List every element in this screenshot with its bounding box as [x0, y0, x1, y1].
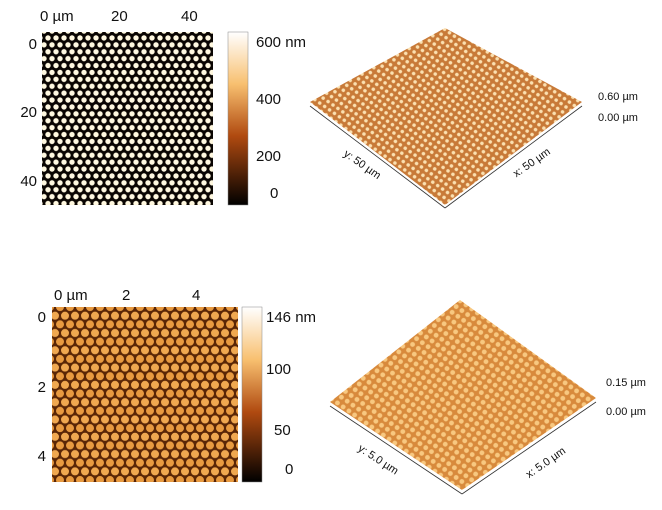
x-tick-label: 0 µm — [54, 287, 88, 304]
colorbar-label: 100 — [266, 361, 291, 378]
axis-line — [461, 401, 597, 495]
x-tick-label: 2 — [122, 287, 130, 304]
colorbar-label: 400 — [256, 91, 281, 108]
x-tick-label: 40 — [181, 8, 198, 25]
axis-line — [309, 105, 446, 209]
colorbar-label: 200 — [256, 148, 281, 165]
x-tick-label: 20 — [111, 8, 128, 25]
colorbar — [241, 306, 263, 483]
colorbar-label: 600 nm — [256, 34, 306, 51]
axis-line — [329, 405, 463, 495]
axis-label: y: 5.0 µm — [356, 443, 401, 478]
colorbar-label: 50 — [274, 422, 291, 439]
y-tick-label: 40 — [20, 173, 37, 190]
colorbar — [227, 31, 249, 206]
colorbar-label: 0 — [270, 185, 278, 202]
z-label: 0.00 µm — [606, 406, 646, 418]
y-tick-label: 20 — [20, 104, 37, 121]
afm-map — [52, 307, 238, 482]
afm-3d-surface — [330, 300, 596, 490]
afm-3d-surface — [310, 28, 582, 205]
y-tick-label: 2 — [38, 379, 46, 396]
z-label: 0.60 µm — [598, 91, 638, 103]
axis-label: y: 50 µm — [341, 148, 383, 182]
y-tick-label: 0 — [38, 309, 46, 326]
z-label: 0.15 µm — [606, 377, 646, 389]
x-tick-label: 0 µm — [40, 8, 74, 25]
x-tick-label: 4 — [192, 287, 200, 304]
colorbar-label: 146 nm — [266, 309, 316, 326]
axis-label: x: 50 µm — [511, 146, 553, 180]
afm-map — [42, 32, 213, 205]
colorbar-label: 0 — [285, 461, 293, 478]
axis-line — [444, 105, 583, 209]
z-label: 0.00 µm — [598, 112, 638, 124]
axis-label: x: 5.0 µm — [524, 445, 568, 481]
y-tick-label: 4 — [38, 448, 46, 465]
y-tick-label: 0 — [29, 36, 37, 53]
